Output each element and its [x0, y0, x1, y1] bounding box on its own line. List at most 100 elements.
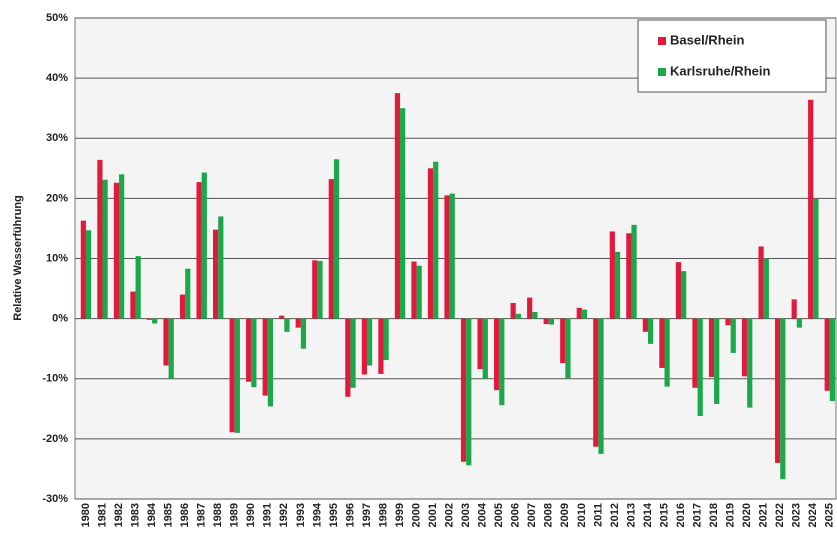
bar [763, 258, 769, 319]
labels: -30% -20% -10% 0% 10% 20% 30% 40% 50% 1980 1981 198… [42, 12, 835, 528]
x-tick-label: 2002 [444, 503, 456, 527]
bar [543, 318, 549, 325]
x-tick-label: 2013 [625, 503, 637, 527]
bar [234, 318, 240, 433]
x-tick-label: 2000 [410, 503, 422, 527]
bars [80, 93, 836, 480]
x-tick-label: 1985 [163, 503, 175, 527]
legend-swatch [658, 68, 666, 76]
x-tick-label: 2021 [758, 503, 770, 527]
bar [598, 318, 604, 454]
bar [714, 318, 720, 405]
bar [791, 299, 797, 319]
bar [135, 256, 141, 319]
x-tick-label: 1983 [129, 503, 141, 527]
x-tick-label: 1991 [262, 503, 274, 527]
bar [333, 159, 340, 319]
bar [708, 318, 715, 377]
x-tick-label: 1999 [394, 503, 406, 527]
bar [775, 318, 781, 463]
x-tick-label: 2004 [477, 502, 489, 527]
x-tick-label: 2010 [576, 503, 588, 527]
bar [692, 318, 698, 388]
bar [366, 318, 373, 366]
x-tick-label: 2009 [559, 503, 571, 527]
bar [482, 318, 488, 379]
bar [614, 251, 621, 319]
bar [631, 224, 637, 319]
x-tick-label: 1995 [328, 503, 340, 527]
x-tick-label: 2020 [741, 503, 753, 527]
bar [515, 313, 521, 319]
bar [350, 318, 356, 388]
x-tick-label: 1989 [229, 503, 241, 527]
bar [196, 182, 202, 319]
bar [361, 318, 367, 375]
bar [383, 318, 389, 361]
x-tick-label: 1993 [295, 503, 307, 527]
y-axis-label: Relative Wasserführung [12, 195, 24, 321]
bar [416, 265, 422, 319]
bar [560, 318, 566, 364]
bar [681, 271, 687, 319]
y-tick-label: 10% [46, 252, 68, 264]
bar [279, 315, 285, 319]
bar [494, 318, 500, 391]
x-tick-label: 2012 [609, 503, 621, 527]
bar [675, 262, 682, 319]
bar [581, 309, 588, 319]
y-tick-label: -20% [42, 433, 68, 445]
bar [262, 318, 268, 396]
bar [179, 294, 186, 319]
bar [741, 318, 748, 377]
bar [97, 159, 103, 319]
bar [218, 216, 224, 319]
bar [609, 231, 615, 319]
bar [113, 182, 120, 319]
x-tick-label: 1992 [278, 503, 290, 527]
bar [725, 318, 731, 326]
x-tick-label: 2006 [510, 503, 522, 527]
legend-label: Basel/Rhein [670, 32, 744, 47]
bar [808, 99, 814, 319]
bar [427, 168, 434, 319]
x-tick-label: 2025 [824, 503, 836, 527]
y-tick-label: 50% [46, 12, 68, 24]
bar [80, 220, 86, 319]
bar [246, 318, 252, 382]
bar [642, 318, 648, 332]
x-tick-label: 1988 [212, 503, 224, 527]
x-tick-label: 2007 [526, 503, 538, 527]
x-tick-label: 1981 [96, 503, 108, 527]
bar [796, 318, 802, 328]
bar [229, 318, 235, 433]
x-tick-label: 1982 [113, 503, 125, 527]
bar [146, 318, 153, 320]
bar [394, 93, 401, 319]
bar [747, 318, 753, 408]
bar [576, 307, 582, 319]
x-tick-label: 2011 [592, 503, 604, 527]
bar [119, 174, 125, 319]
bar [548, 318, 555, 325]
bar [168, 318, 174, 379]
bar [317, 260, 323, 319]
bar [85, 230, 92, 319]
bar [593, 318, 599, 447]
legend [637, 19, 827, 93]
x-tick-label: 1987 [196, 503, 208, 527]
bar [433, 161, 439, 319]
y-tick-label: 0% [52, 313, 68, 325]
y-tick-label: -10% [42, 373, 68, 385]
bar [697, 318, 703, 417]
bar [824, 318, 830, 391]
x-tick-label: 2016 [675, 503, 687, 527]
bar [626, 233, 632, 319]
bar [449, 193, 455, 319]
bar [312, 260, 318, 319]
bar [460, 318, 467, 462]
bar [532, 312, 538, 319]
bar [152, 318, 158, 324]
bar [213, 229, 219, 319]
x-tick-label: 2001 [427, 503, 439, 527]
